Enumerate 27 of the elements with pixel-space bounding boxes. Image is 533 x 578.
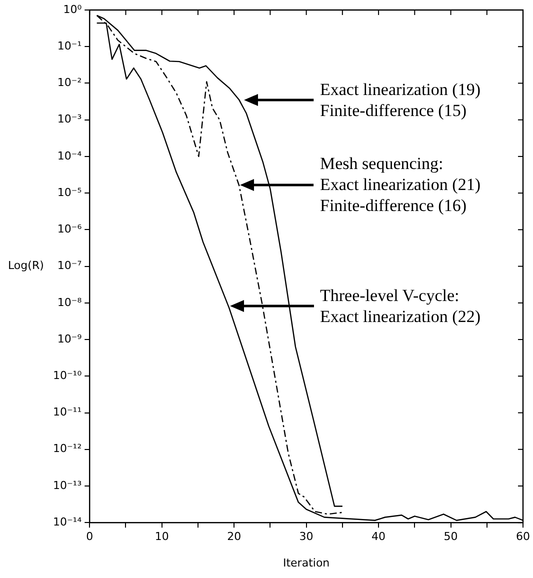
annotation: Exact linearization (19) Finite-difference (15) <box>320 78 480 121</box>
y-tick-label: 10⁻⁵ <box>57 186 82 199</box>
y-tick-label: 10⁻¹² <box>53 442 82 456</box>
y-tick-label: 10⁻⁷ <box>57 259 82 272</box>
y-tick-label: 10⁻⁴ <box>57 149 82 162</box>
y-tick-label: 10⁻⁸ <box>57 296 82 309</box>
y-tick-label: 10⁻¹³ <box>53 478 82 492</box>
y-tick-label: 10⁻¹ <box>57 39 82 52</box>
x-tick-label: 20 <box>227 530 242 544</box>
y-tick-label: 10⁻¹⁰ <box>53 369 82 382</box>
x-tick-label: 10 <box>154 530 169 544</box>
y-tick-label: 10⁻¹⁴ <box>53 515 82 528</box>
annotation: Three-level V-cycle: Exact linearization (22) <box>320 285 480 328</box>
y-tick-label: 10⁻² <box>57 76 82 90</box>
x-axis-title: Iteration <box>282 556 330 570</box>
y-tick-label: 10⁻³ <box>57 112 82 126</box>
x-tick-label: 60 <box>516 530 530 544</box>
annotation: Mesh sequencing: Exact linearization (21) Finite-difference (16) <box>320 153 480 216</box>
y-tick-label: 10⁻⁹ <box>57 332 82 346</box>
x-tick-label: 50 <box>444 530 458 544</box>
x-tick-label: 30 <box>299 530 314 544</box>
y-tick-label: 10⁻⁶ <box>57 222 82 236</box>
y-axis-title: Log(R) <box>8 259 44 272</box>
x-tick-label: 40 <box>372 530 386 544</box>
y-tick-label: 10⁻¹¹ <box>53 406 82 419</box>
x-tick-label: 0 <box>86 530 94 544</box>
y-tick-label: 10⁰ <box>63 2 82 16</box>
